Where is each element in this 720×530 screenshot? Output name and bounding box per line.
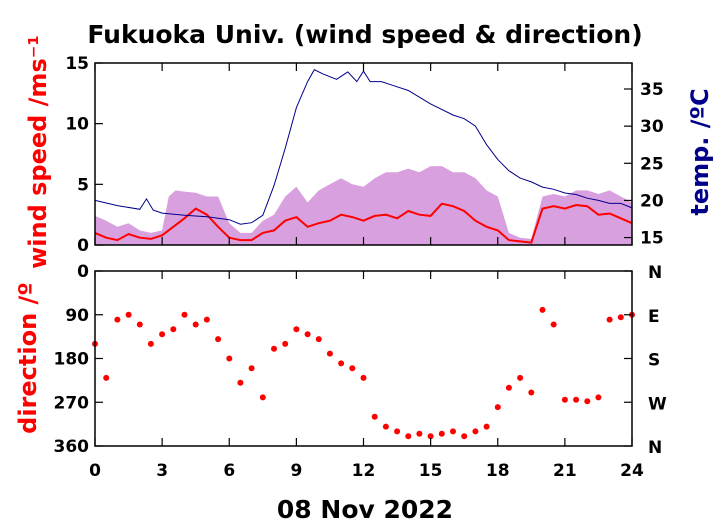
direction-point (461, 433, 468, 440)
y2-tick-label: 35 (640, 80, 664, 100)
y-tick-label: 15 (65, 54, 89, 74)
direction-point (293, 326, 300, 333)
x-tick-label: 12 (352, 461, 376, 481)
top-y-axis-label: wind speed /ms⁻¹ (24, 35, 52, 269)
bottom-panel: 0 N 90 E 180 S 270 W 360 N 0 3 6 9 12 15 18 21 24 (54, 262, 668, 481)
direction-point (360, 374, 367, 381)
direction-point (114, 316, 121, 323)
direction-point (438, 430, 445, 437)
direction-point (371, 413, 378, 420)
direction-point (159, 331, 166, 338)
x-tick-label: 6 (223, 461, 235, 481)
direction-point (483, 423, 490, 430)
direction-point (472, 428, 479, 435)
direction-point (539, 306, 546, 313)
direction-point (203, 316, 210, 323)
bottom-y-axis-label: direction /º (14, 282, 42, 434)
compass-label: W (648, 394, 667, 414)
gust-series (95, 166, 632, 245)
top-axis-ticks: 0 5 10 15 15 20 25 30 35 (65, 54, 664, 256)
direction-point (181, 311, 188, 318)
x-tick-label: 21 (553, 461, 577, 481)
y2-tick-label: 30 (640, 117, 664, 137)
direction-point (215, 336, 222, 343)
dir-tick-label: 90 (65, 306, 89, 326)
compass-label: E (648, 307, 660, 327)
direction-point (103, 374, 110, 381)
y2-tick-label: 20 (640, 191, 664, 211)
direction-point (427, 433, 434, 440)
direction-point (147, 340, 154, 347)
direction-point (382, 423, 389, 430)
y2-tick-label: 15 (640, 229, 664, 249)
direction-point (595, 394, 602, 401)
direction-point (617, 314, 624, 321)
direction-point (450, 428, 456, 435)
dir-tick-label: 0 (77, 262, 89, 282)
x-tick-label: 18 (486, 461, 510, 481)
direction-point (315, 336, 322, 343)
direction-point (573, 396, 580, 403)
direction-point (304, 331, 311, 338)
direction-point (550, 321, 557, 328)
direction-point (237, 379, 244, 386)
speed-line (94, 202, 633, 244)
x-tick-label: 15 (419, 461, 443, 481)
direction-point (248, 365, 255, 372)
direction-point (125, 311, 132, 318)
dir-tick-label: 180 (54, 350, 90, 370)
direction-point (517, 374, 524, 381)
direction-point (405, 433, 412, 440)
direction-point (338, 360, 345, 367)
x-tick-label: 3 (156, 461, 168, 481)
speed-series (94, 202, 633, 244)
compass-label: N (648, 263, 662, 283)
x-axis-label: 08 Nov 2022 (277, 495, 453, 524)
gust-area (95, 166, 632, 245)
direction-point (271, 345, 277, 352)
direction-point (192, 321, 199, 328)
direction-point (226, 355, 233, 362)
top-y2-axis-label: temp. /ºC (686, 88, 714, 215)
compass-label: N (648, 438, 662, 458)
direction-scatter (92, 306, 635, 440)
direction-point (416, 430, 423, 437)
dir-tick-label: 360 (54, 437, 90, 457)
direction-point (394, 428, 401, 435)
bottom-axis-ticks: 0 N 90 E 180 S 270 W 360 N 0 3 6 9 12 15 18 21 24 (54, 262, 668, 481)
direction-point (505, 384, 512, 391)
direction-point (136, 321, 143, 328)
compass-label: S (648, 351, 660, 371)
y-tick-label: 0 (77, 236, 89, 256)
direction-point (259, 394, 266, 401)
x-tick-label: 24 (620, 461, 644, 481)
direction-point (349, 365, 356, 372)
y2-tick-label: 25 (640, 154, 664, 174)
x-tick-label: 9 (290, 461, 302, 481)
temp-series (94, 69, 633, 225)
y-tick-label: 10 (65, 115, 89, 135)
direction-point (282, 340, 289, 347)
top-panel: 0 5 10 15 15 20 25 30 35 (65, 54, 664, 256)
x-tick-label: 0 (89, 461, 101, 481)
direction-point (528, 389, 535, 396)
temp-line (94, 69, 633, 225)
direction-point (326, 350, 333, 357)
dir-tick-label: 270 (54, 393, 90, 413)
direction-point (606, 316, 613, 323)
direction-point (494, 404, 501, 411)
direction-point (561, 396, 568, 403)
direction-point (170, 326, 177, 333)
y-tick-label: 5 (77, 175, 89, 195)
chart-title: Fukuoka Univ. (wind speed & direction) (87, 20, 642, 49)
direction-point (584, 398, 591, 405)
